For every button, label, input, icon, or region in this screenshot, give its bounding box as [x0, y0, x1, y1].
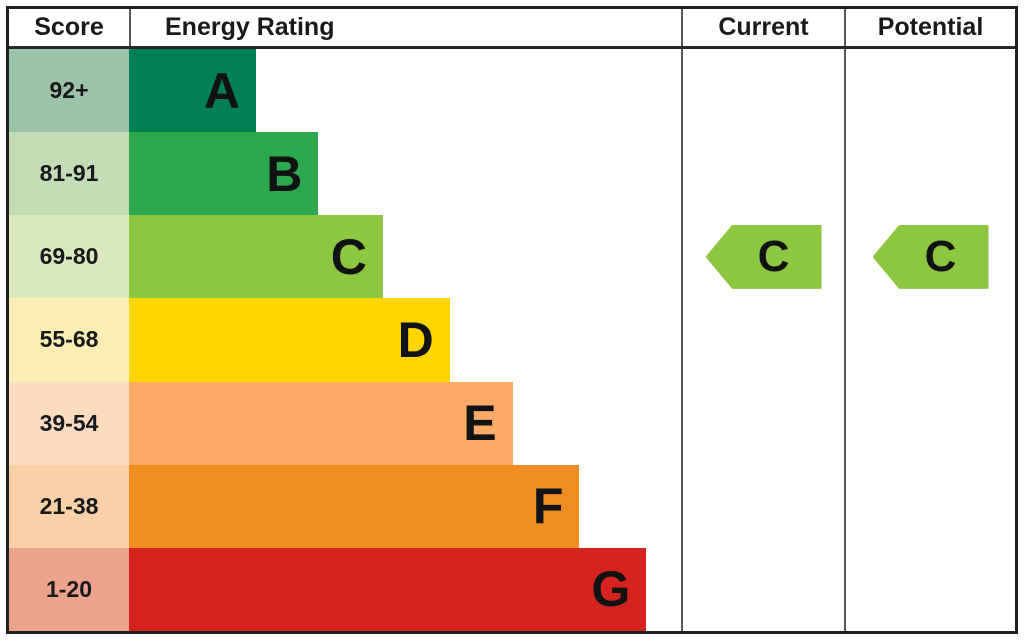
rating-bar-c: C	[129, 215, 383, 299]
score-range-c: 69-80	[9, 215, 129, 299]
current-value-cell-c: C	[681, 215, 844, 299]
current-header: Current	[681, 9, 844, 46]
rating-bar-d: D	[129, 298, 450, 382]
rating-letter-c: C	[330, 228, 367, 285]
rating-letter-d: D	[397, 311, 434, 368]
rating-bar-area-e: E	[129, 381, 681, 465]
rating-letter-g: G	[591, 561, 631, 618]
rating-rows: 92+ A 81-91 B 69-80 C C C 55-68 D 39-54 E 21-38 F 1-20…	[9, 49, 1015, 631]
rating-bar-area-c: C	[129, 215, 681, 299]
rating-bar-area-a: A	[129, 49, 681, 133]
epc-energy-rating-chart: Score Energy Rating Current Potential 92…	[6, 6, 1018, 634]
current-value-cell-b	[681, 132, 844, 216]
rating-bar-e: E	[129, 381, 513, 465]
potential-header: Potential	[844, 9, 1015, 46]
potential-value-cell-a	[844, 49, 1015, 133]
rating-row-c: 69-80 C C C	[9, 215, 1015, 299]
rating-row-g: 1-20 G	[9, 547, 1015, 631]
rating-letter-b: B	[266, 145, 303, 202]
rating-bar-area-b: B	[129, 132, 681, 216]
potential-value-cell-e	[844, 381, 1015, 465]
rating-row-f: 21-38 F	[9, 464, 1015, 548]
rating-row-b: 81-91 B	[9, 132, 1015, 216]
current-rating-arrow: C	[705, 224, 822, 289]
score-range-g: 1-20	[9, 547, 129, 631]
potential-rating-arrow: C	[872, 224, 989, 289]
rating-letter-e: E	[463, 395, 497, 452]
rating-bar-g: G	[129, 547, 647, 631]
current-rating-letter: C	[757, 231, 790, 281]
score-range-f: 21-38	[9, 464, 129, 548]
rating-bar-area-d: D	[129, 298, 681, 382]
rating-row-e: 39-54 E	[9, 381, 1015, 465]
energy-rating-header: Energy Rating	[129, 9, 681, 46]
score-header: Score	[34, 13, 104, 41]
rating-bar-f: F	[129, 464, 580, 548]
rating-row-a: 92+ A	[9, 49, 1015, 133]
rating-letter-f: F	[532, 478, 564, 535]
score-range-d: 55-68	[9, 298, 129, 382]
current-value-cell-a	[681, 49, 844, 133]
current-value-cell-g	[681, 547, 844, 631]
potential-rating-letter: C	[924, 231, 957, 281]
current-value-cell-d	[681, 298, 844, 382]
potential-value-cell-d	[844, 298, 1015, 382]
score-range-e: 39-54	[9, 381, 129, 465]
rating-bar-b: B	[129, 132, 319, 216]
score-range-b: 81-91	[9, 132, 129, 216]
rating-bar-a: A	[129, 49, 256, 133]
potential-value-cell-c: C	[844, 215, 1015, 299]
header-row: Score Energy Rating Current Potential	[9, 9, 1015, 49]
current-value-cell-f	[681, 464, 844, 548]
score-range-a: 92+	[9, 49, 129, 133]
rating-bar-area-f: F	[129, 464, 681, 548]
rating-letter-a: A	[203, 62, 240, 119]
potential-value-cell-b	[844, 132, 1015, 216]
potential-value-cell-g	[844, 547, 1015, 631]
rating-bar-area-g: G	[129, 547, 681, 631]
potential-value-cell-f	[844, 464, 1015, 548]
current-value-cell-e	[681, 381, 844, 465]
rating-row-d: 55-68 D	[9, 298, 1015, 382]
